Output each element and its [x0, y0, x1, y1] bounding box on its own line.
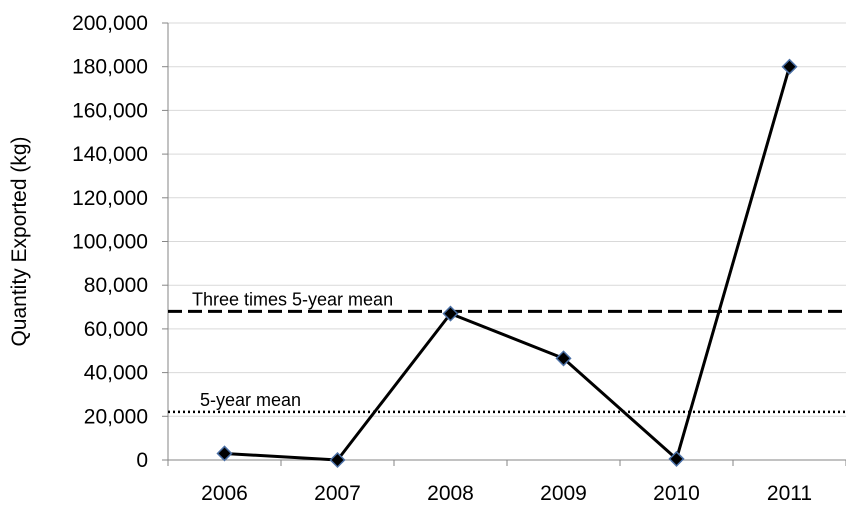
- data-point-marker: [555, 350, 572, 367]
- data-point-marker: [329, 451, 346, 469]
- x-tick-label: 2010: [653, 482, 700, 505]
- y-tick-label: 200,000: [72, 12, 148, 35]
- x-tick-labels: 2006 2007 2008 2009 2010 2011: [201, 482, 812, 505]
- reference-line-label: 5-year mean: [200, 390, 301, 410]
- y-tick-label: 60,000: [84, 318, 148, 341]
- reference-lines: Three times 5-year mean 5-year mean: [168, 289, 846, 414]
- y-tick-labels: 0 20,000 40,000 60,000 80,000 100,000 120,000 1…: [72, 12, 148, 472]
- x-tick-label: 2011: [767, 482, 812, 505]
- y-tick-label: 180,000: [72, 56, 148, 79]
- y-tick-label: 40,000: [84, 362, 148, 385]
- x-tick-label: 2008: [427, 482, 474, 505]
- data-point-marker: [442, 305, 459, 322]
- gridlines: [168, 22, 846, 417]
- data-point-marker: [781, 58, 798, 75]
- y-tick-label: 20,000: [84, 405, 148, 428]
- y-tick-label: 120,000: [72, 187, 148, 210]
- y-tick-label: 160,000: [72, 99, 148, 122]
- series-line: [224, 66, 791, 462]
- axes: [162, 22, 846, 466]
- y-tick-label: 140,000: [72, 143, 148, 166]
- y-tick-label: 0: [136, 449, 148, 472]
- x-tick-label: 2009: [540, 482, 587, 505]
- x-tick-label: 2006: [201, 482, 248, 505]
- series-layer: [216, 58, 798, 469]
- data-point-marker: [668, 450, 685, 467]
- data-point-marker: [216, 445, 233, 462]
- y-axis-label: Quantity Exported (kg): [8, 136, 31, 346]
- y-tick-label: 100,000: [72, 231, 148, 254]
- x-tick-label: 2007: [314, 482, 361, 505]
- reference-line-label: Three times 5-year mean: [192, 289, 393, 309]
- y-tick-label: 80,000: [84, 274, 148, 297]
